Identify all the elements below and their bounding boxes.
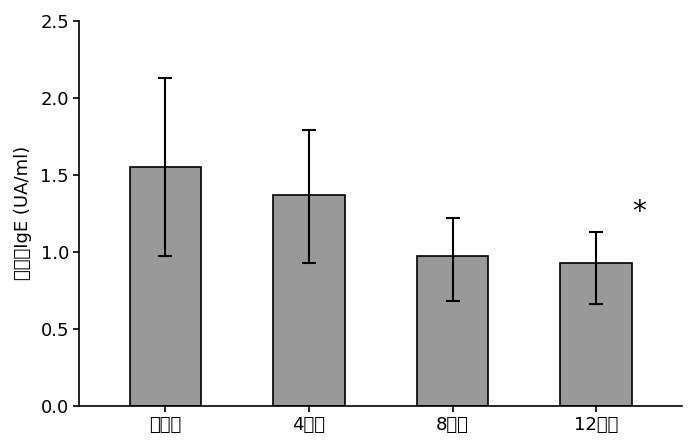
Bar [560,263,632,406]
Bar [129,167,201,406]
Bar [417,256,489,406]
Y-axis label: ヒノキIgE (UA/ml): ヒノキIgE (UA/ml) [14,146,32,280]
Bar [273,195,345,406]
Text: *: * [632,198,646,226]
